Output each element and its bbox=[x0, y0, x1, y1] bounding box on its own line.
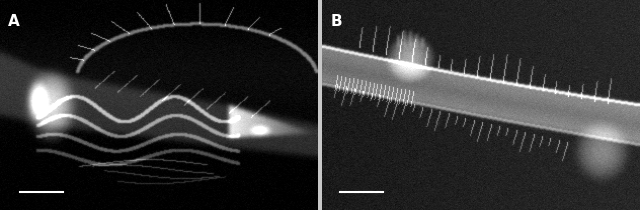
Text: B: B bbox=[330, 14, 342, 29]
Text: A: A bbox=[8, 14, 20, 29]
